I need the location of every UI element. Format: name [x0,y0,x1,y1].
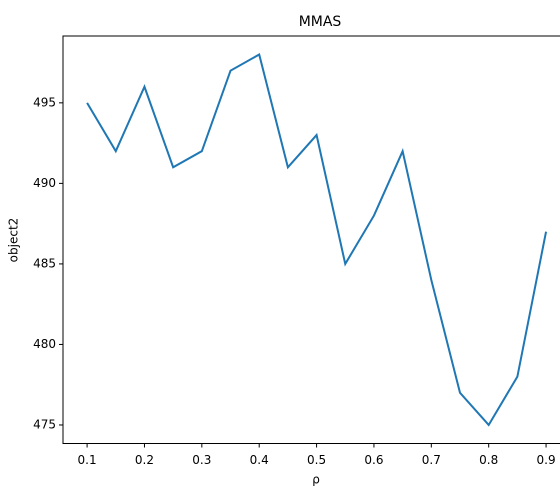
x-tick-label: 0.6 [364,453,383,467]
chart-title: MMAS [299,14,342,30]
x-tick-label: 0.4 [250,453,269,467]
y-axis-label: object2 [7,218,21,263]
y-tick-label: 490 [33,176,56,190]
x-tick-label: 0.9 [537,453,556,467]
x-tick-label: 0.1 [78,453,97,467]
y-tick-label: 480 [33,337,56,351]
x-tick-label: 0.8 [479,453,498,467]
x-tick-label: 0.3 [192,453,211,467]
plot-frame [62,35,560,444]
x-tick-label: 0.2 [135,453,154,467]
y-tick-label: 475 [33,417,56,431]
x-axis-label: ρ [312,473,320,487]
data-line [86,53,548,427]
x-tick-label: 0.5 [307,453,326,467]
y-tick-label: 495 [33,95,56,109]
x-tick-label: 0.7 [422,453,441,467]
y-tick-label: 485 [33,256,56,270]
